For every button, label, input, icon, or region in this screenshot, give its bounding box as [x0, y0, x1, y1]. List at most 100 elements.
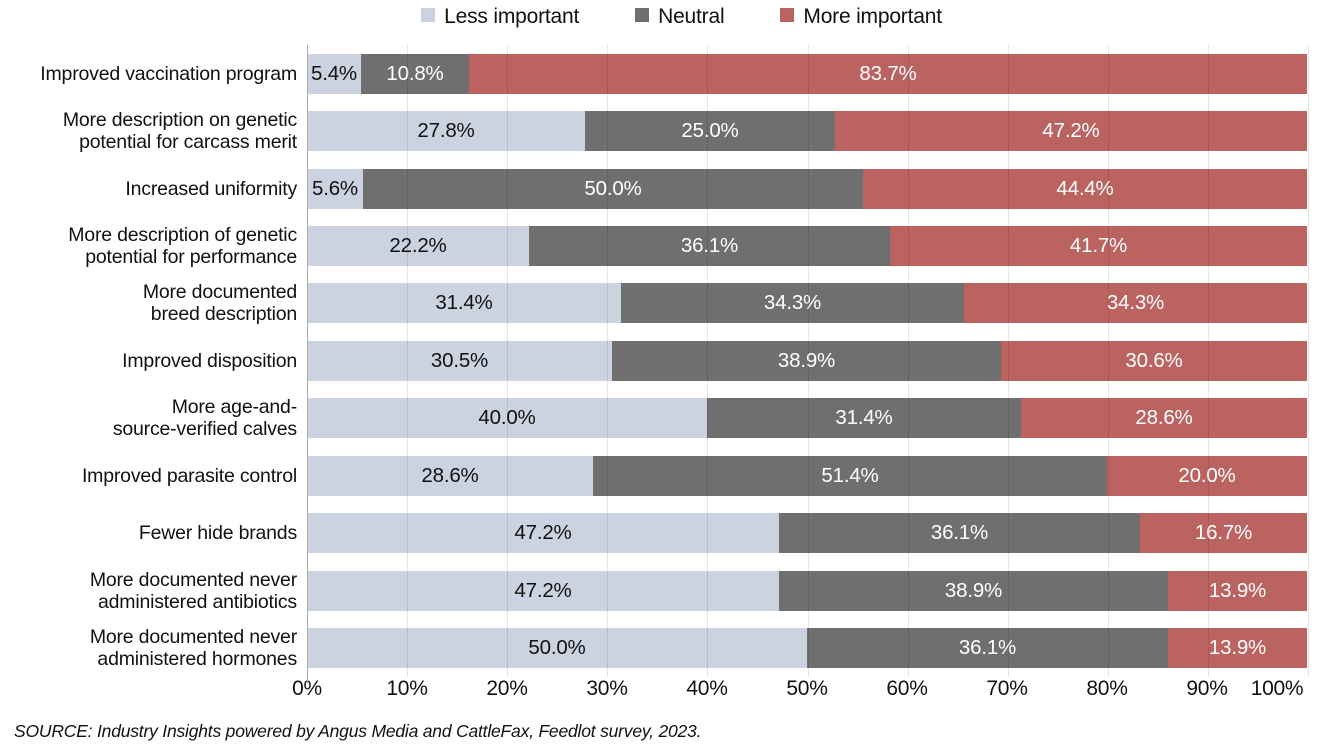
bar-segment-less: 50.0%: [307, 628, 807, 669]
bar-value-label: 83.7%: [859, 61, 917, 85]
bar-track: 5.4% 10.8% 83.7%: [307, 53, 1307, 94]
bar-row: More documented never administered hormo…: [0, 619, 1327, 676]
bar-segment-more: 83.7%: [469, 53, 1307, 94]
bar-row: More description of genetic potential fo…: [0, 217, 1327, 274]
bar-value-label: 50.0%: [528, 636, 586, 660]
bar-track: 27.8% 25.0% 47.2%: [307, 111, 1307, 152]
bar-value-label: 16.7%: [1194, 521, 1253, 545]
bar-segment-less: 47.2%: [307, 570, 779, 611]
x-tick-label: 20%: [486, 677, 528, 700]
category-label: More documented never administered antib…: [89, 568, 297, 613]
category-label: More documented never administered hormo…: [89, 626, 297, 671]
bar-segment-less: 40.0%: [307, 398, 707, 439]
x-tick-label: 80%: [1086, 677, 1128, 700]
bar-segment-more: 47.2%: [835, 111, 1307, 152]
bar-value-label: 27.8%: [417, 119, 475, 143]
bar-segment-neutral: 31.4%: [707, 398, 1021, 439]
bar-segment-neutral: 38.9%: [779, 570, 1168, 611]
x-tick-label: 30%: [586, 677, 628, 700]
bar-value-label: 38.9%: [944, 578, 1003, 602]
category-label: Improved disposition: [122, 349, 297, 372]
bar-value-label: 44.4%: [1056, 176, 1114, 200]
chart-legend: Less important Neutral More important: [18, 5, 1327, 29]
bar-track: 28.6% 51.4% 20.0%: [307, 455, 1307, 496]
bar-value-label: 36.1%: [958, 636, 1017, 660]
category-label: Improved vaccination program: [40, 62, 297, 85]
bar-row: Improved vaccination program 5.4% 10.8% 83.…: [0, 45, 1327, 102]
bar-segment-less: 28.6%: [307, 455, 593, 496]
bar-value-label: 31.4%: [835, 406, 893, 430]
source-note: SOURCE: Industry Insights powered by Ang…: [14, 721, 702, 741]
x-tick-label: 50%: [786, 677, 828, 700]
category-label: More description on genetic potential fo…: [62, 109, 297, 154]
bar-track: 50.0% 36.1% 13.9%: [307, 628, 1307, 669]
bar-value-label: 5.4%: [311, 61, 357, 85]
bar-segment-more: 28.6%: [1021, 398, 1307, 439]
bar-value-label: 36.1%: [680, 234, 739, 258]
bar-row: More documented breed description 31.4% 34…: [0, 275, 1327, 332]
bar-segment-less: 47.2%: [307, 513, 779, 554]
bar-track: 40.0% 31.4% 28.6%: [307, 398, 1307, 439]
bar-value-label: 5.6%: [312, 176, 358, 200]
bar-row: Improved parasite control 28.6% 51.4% 20.0%: [0, 447, 1327, 504]
category-label: More age-and- source-verified calves: [112, 396, 297, 441]
bar-row: More documented never administered antib…: [0, 562, 1327, 619]
bar-value-label: 40.0%: [478, 406, 536, 430]
x-tick-label: 40%: [686, 677, 728, 700]
bar-value-label: 47.2%: [1042, 119, 1100, 143]
bar-segment-more: 44.4%: [863, 168, 1307, 209]
x-tick-label: 90%: [1186, 677, 1228, 700]
bar-value-label: 10.8%: [386, 61, 444, 85]
bar-segment-more: 13.9%: [1168, 628, 1307, 669]
bar-value-label: 28.6%: [421, 463, 479, 487]
bar-segment-neutral: 50.0%: [363, 168, 863, 209]
bar-value-label: 51.4%: [821, 463, 879, 487]
bar-value-label: 20.0%: [1178, 463, 1236, 487]
bar-rows: Improved vaccination program 5.4% 10.8% 83.…: [0, 45, 1327, 677]
bar-row: More description on genetic potential fo…: [0, 102, 1327, 159]
bar-track: 5.6% 50.0% 44.4%: [307, 168, 1307, 209]
bar-segment-neutral: 25.0%: [585, 111, 835, 152]
category-label: More description of genetic potential fo…: [68, 224, 297, 269]
bar-segment-neutral: 36.1%: [779, 513, 1140, 554]
bar-value-label: 22.2%: [389, 234, 447, 258]
bar-segment-less: 27.8%: [307, 111, 585, 152]
bar-row: Fewer hide brands 47.2% 36.1% 16.7%: [0, 505, 1327, 562]
bar-value-label: 34.3%: [763, 291, 822, 315]
category-label: More documented breed description: [142, 281, 297, 326]
bar-segment-less: 22.2%: [307, 226, 529, 267]
bar-track: 30.5% 38.9% 30.6%: [307, 340, 1307, 381]
category-label: Fewer hide brands: [138, 522, 297, 545]
bar-value-label: 41.7%: [1069, 234, 1128, 258]
bar-value-label: 38.9%: [777, 348, 836, 372]
category-label: Increased uniformity: [125, 177, 297, 200]
bar-segment-neutral: 34.3%: [621, 283, 964, 324]
bar-value-label: 25.0%: [681, 119, 739, 143]
bar-segment-less: 30.5%: [307, 340, 612, 381]
bar-segment-more: 34.3%: [964, 283, 1307, 324]
bar-value-label: 31.4%: [435, 291, 493, 315]
legend-swatch-more-important-icon: [780, 8, 795, 22]
bar-segment-neutral: 10.8%: [361, 53, 469, 94]
bar-segment-neutral: 36.1%: [807, 628, 1168, 669]
bar-track: 22.2% 36.1% 41.7%: [307, 226, 1307, 267]
bar-value-label: 13.9%: [1208, 578, 1267, 602]
bar-row: Improved disposition 30.5% 38.9% 30.6%: [0, 332, 1327, 389]
bar-track: 47.2% 38.9% 13.9%: [307, 570, 1307, 611]
legend-item-neutral: Neutral: [635, 5, 725, 29]
legend-swatch-less-important-icon: [421, 8, 436, 22]
bar-segment-more: 13.9%: [1168, 570, 1307, 611]
category-label: Improved parasite control: [81, 464, 297, 487]
x-tick-label: 100%: [1250, 677, 1304, 700]
bar-segment-neutral: 38.9%: [612, 340, 1001, 381]
bar-segment-neutral: 51.4%: [593, 455, 1107, 496]
bar-value-label: 13.9%: [1208, 636, 1267, 660]
bar-value-label: 30.6%: [1125, 348, 1183, 372]
bar-value-label: 36.1%: [930, 521, 989, 545]
bar-value-label: 34.3%: [1106, 291, 1165, 315]
legend-label: Neutral: [658, 5, 725, 28]
bar-row: Increased uniformity 5.6% 50.0% 44.4%: [0, 160, 1327, 217]
bar-segment-more: 16.7%: [1140, 513, 1307, 554]
bar-segment-less: 31.4%: [307, 283, 621, 324]
